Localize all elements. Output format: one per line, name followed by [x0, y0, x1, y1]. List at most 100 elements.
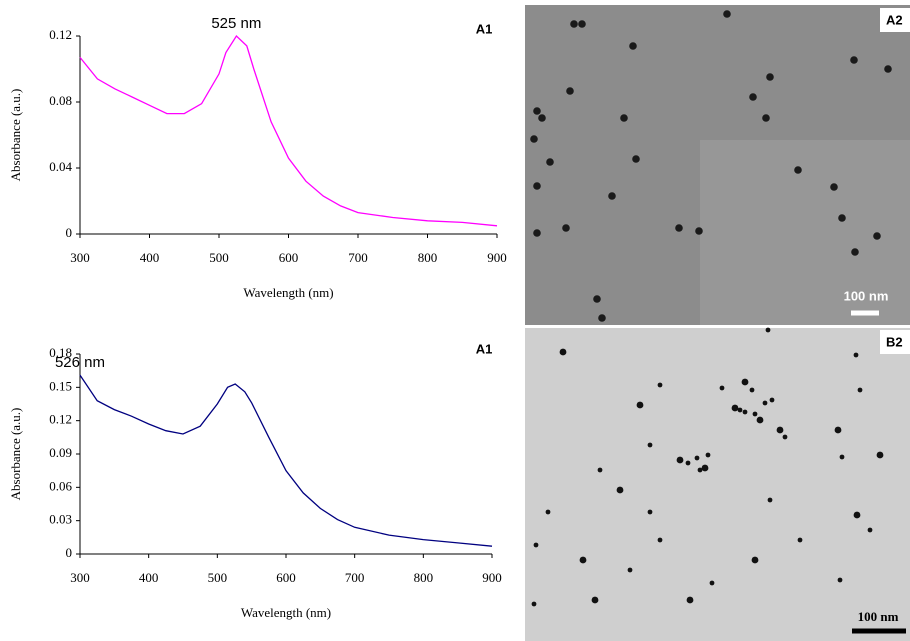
particle — [706, 453, 711, 458]
particle — [687, 597, 694, 604]
x-tick-label: 500 — [208, 570, 228, 585]
particle — [749, 93, 757, 101]
particle — [533, 182, 541, 190]
figure: A2 100 nm B2 100 nm 0 0.04 0.08 0.12 300 400 5… — [0, 0, 910, 641]
tem-image: A2 100 nm — [525, 5, 910, 325]
particle — [580, 557, 587, 564]
particle — [723, 10, 731, 18]
particle — [732, 405, 739, 412]
y-tick-label: 0.09 — [49, 445, 72, 460]
particle — [794, 166, 802, 174]
particle — [598, 314, 606, 322]
particle — [658, 538, 663, 543]
x-tick-label: 800 — [418, 250, 438, 265]
particle — [632, 155, 640, 163]
particle — [546, 510, 551, 515]
particle — [854, 353, 859, 358]
particle — [628, 568, 633, 573]
particle — [835, 427, 842, 434]
particle — [720, 386, 725, 391]
scale-bar-label: 100 nm — [844, 288, 889, 303]
particle — [570, 20, 578, 28]
particle — [777, 427, 784, 434]
particle — [698, 468, 703, 473]
particle — [763, 401, 768, 406]
image-background — [525, 328, 910, 641]
y-tick-label: 0.06 — [49, 478, 72, 493]
image-label: B2 — [886, 334, 903, 349]
panel-label: A1 — [476, 21, 493, 36]
x-tick-label: 900 — [482, 570, 502, 585]
particle — [838, 578, 843, 583]
particle — [658, 383, 663, 388]
particle — [851, 248, 859, 256]
particle — [838, 214, 846, 222]
particle — [677, 457, 684, 464]
y-tick-label: 0.12 — [49, 27, 72, 42]
particle — [686, 461, 691, 466]
particle — [854, 512, 861, 519]
particle — [762, 114, 770, 122]
particle — [532, 602, 537, 607]
x-tick-label: 600 — [276, 570, 296, 585]
particle — [695, 456, 700, 461]
particle — [757, 417, 764, 424]
particle — [830, 183, 838, 191]
particle — [873, 232, 881, 240]
particle — [884, 65, 892, 73]
spectrum-line — [80, 36, 497, 226]
y-tick-label: 0.08 — [49, 93, 72, 108]
x-tick-label: 500 — [209, 250, 229, 265]
particle — [562, 224, 570, 232]
particle — [598, 468, 603, 473]
particle — [702, 465, 709, 472]
x-tick-label: 900 — [487, 250, 507, 265]
particle — [695, 227, 703, 235]
y-axis-title: Absorbance (a.u.) — [8, 89, 23, 182]
peak-annotation: 526 nm — [55, 354, 105, 371]
particle — [533, 229, 541, 237]
particle — [608, 192, 616, 200]
particle — [710, 581, 715, 586]
y-tick-label: 0 — [66, 225, 73, 240]
particle — [530, 135, 538, 143]
particle — [743, 410, 748, 415]
y-tick-label: 0 — [66, 545, 73, 560]
particle — [560, 349, 567, 356]
particle — [648, 443, 653, 448]
panel-label: A1 — [476, 341, 493, 356]
particle — [752, 557, 759, 564]
y-tick-label: 0.15 — [49, 378, 72, 393]
particle — [578, 20, 586, 28]
particle — [617, 487, 624, 494]
particle — [840, 455, 845, 460]
particle — [592, 597, 599, 604]
particle — [637, 402, 644, 409]
scale-bar-label: 100 nm — [858, 609, 899, 624]
x-tick-label: 600 — [279, 250, 299, 265]
particle — [768, 498, 773, 503]
x-tick-label: 400 — [139, 570, 159, 585]
y-tick-label: 0.04 — [49, 159, 72, 174]
particle — [533, 107, 541, 115]
peak-annotation: 525 nm — [211, 15, 261, 32]
particle — [593, 295, 601, 303]
x-axis-title: Wavelength (nm) — [243, 285, 333, 300]
particle — [858, 388, 863, 393]
x-tick-label: 300 — [70, 250, 90, 265]
y-axis-title: Absorbance (a.u.) — [8, 408, 23, 501]
x-tick-label: 400 — [140, 250, 160, 265]
particle — [770, 398, 775, 403]
particle — [629, 42, 637, 50]
y-tick-label: 0.03 — [49, 512, 72, 527]
particle — [766, 328, 771, 333]
particle — [753, 412, 758, 417]
y-tick-label: 0.12 — [49, 412, 72, 427]
particle — [868, 528, 873, 533]
particle — [538, 114, 546, 122]
particle — [534, 543, 539, 548]
particle — [850, 56, 858, 64]
x-tick-label: 800 — [414, 570, 434, 585]
particle — [798, 538, 803, 543]
particle — [546, 158, 554, 166]
